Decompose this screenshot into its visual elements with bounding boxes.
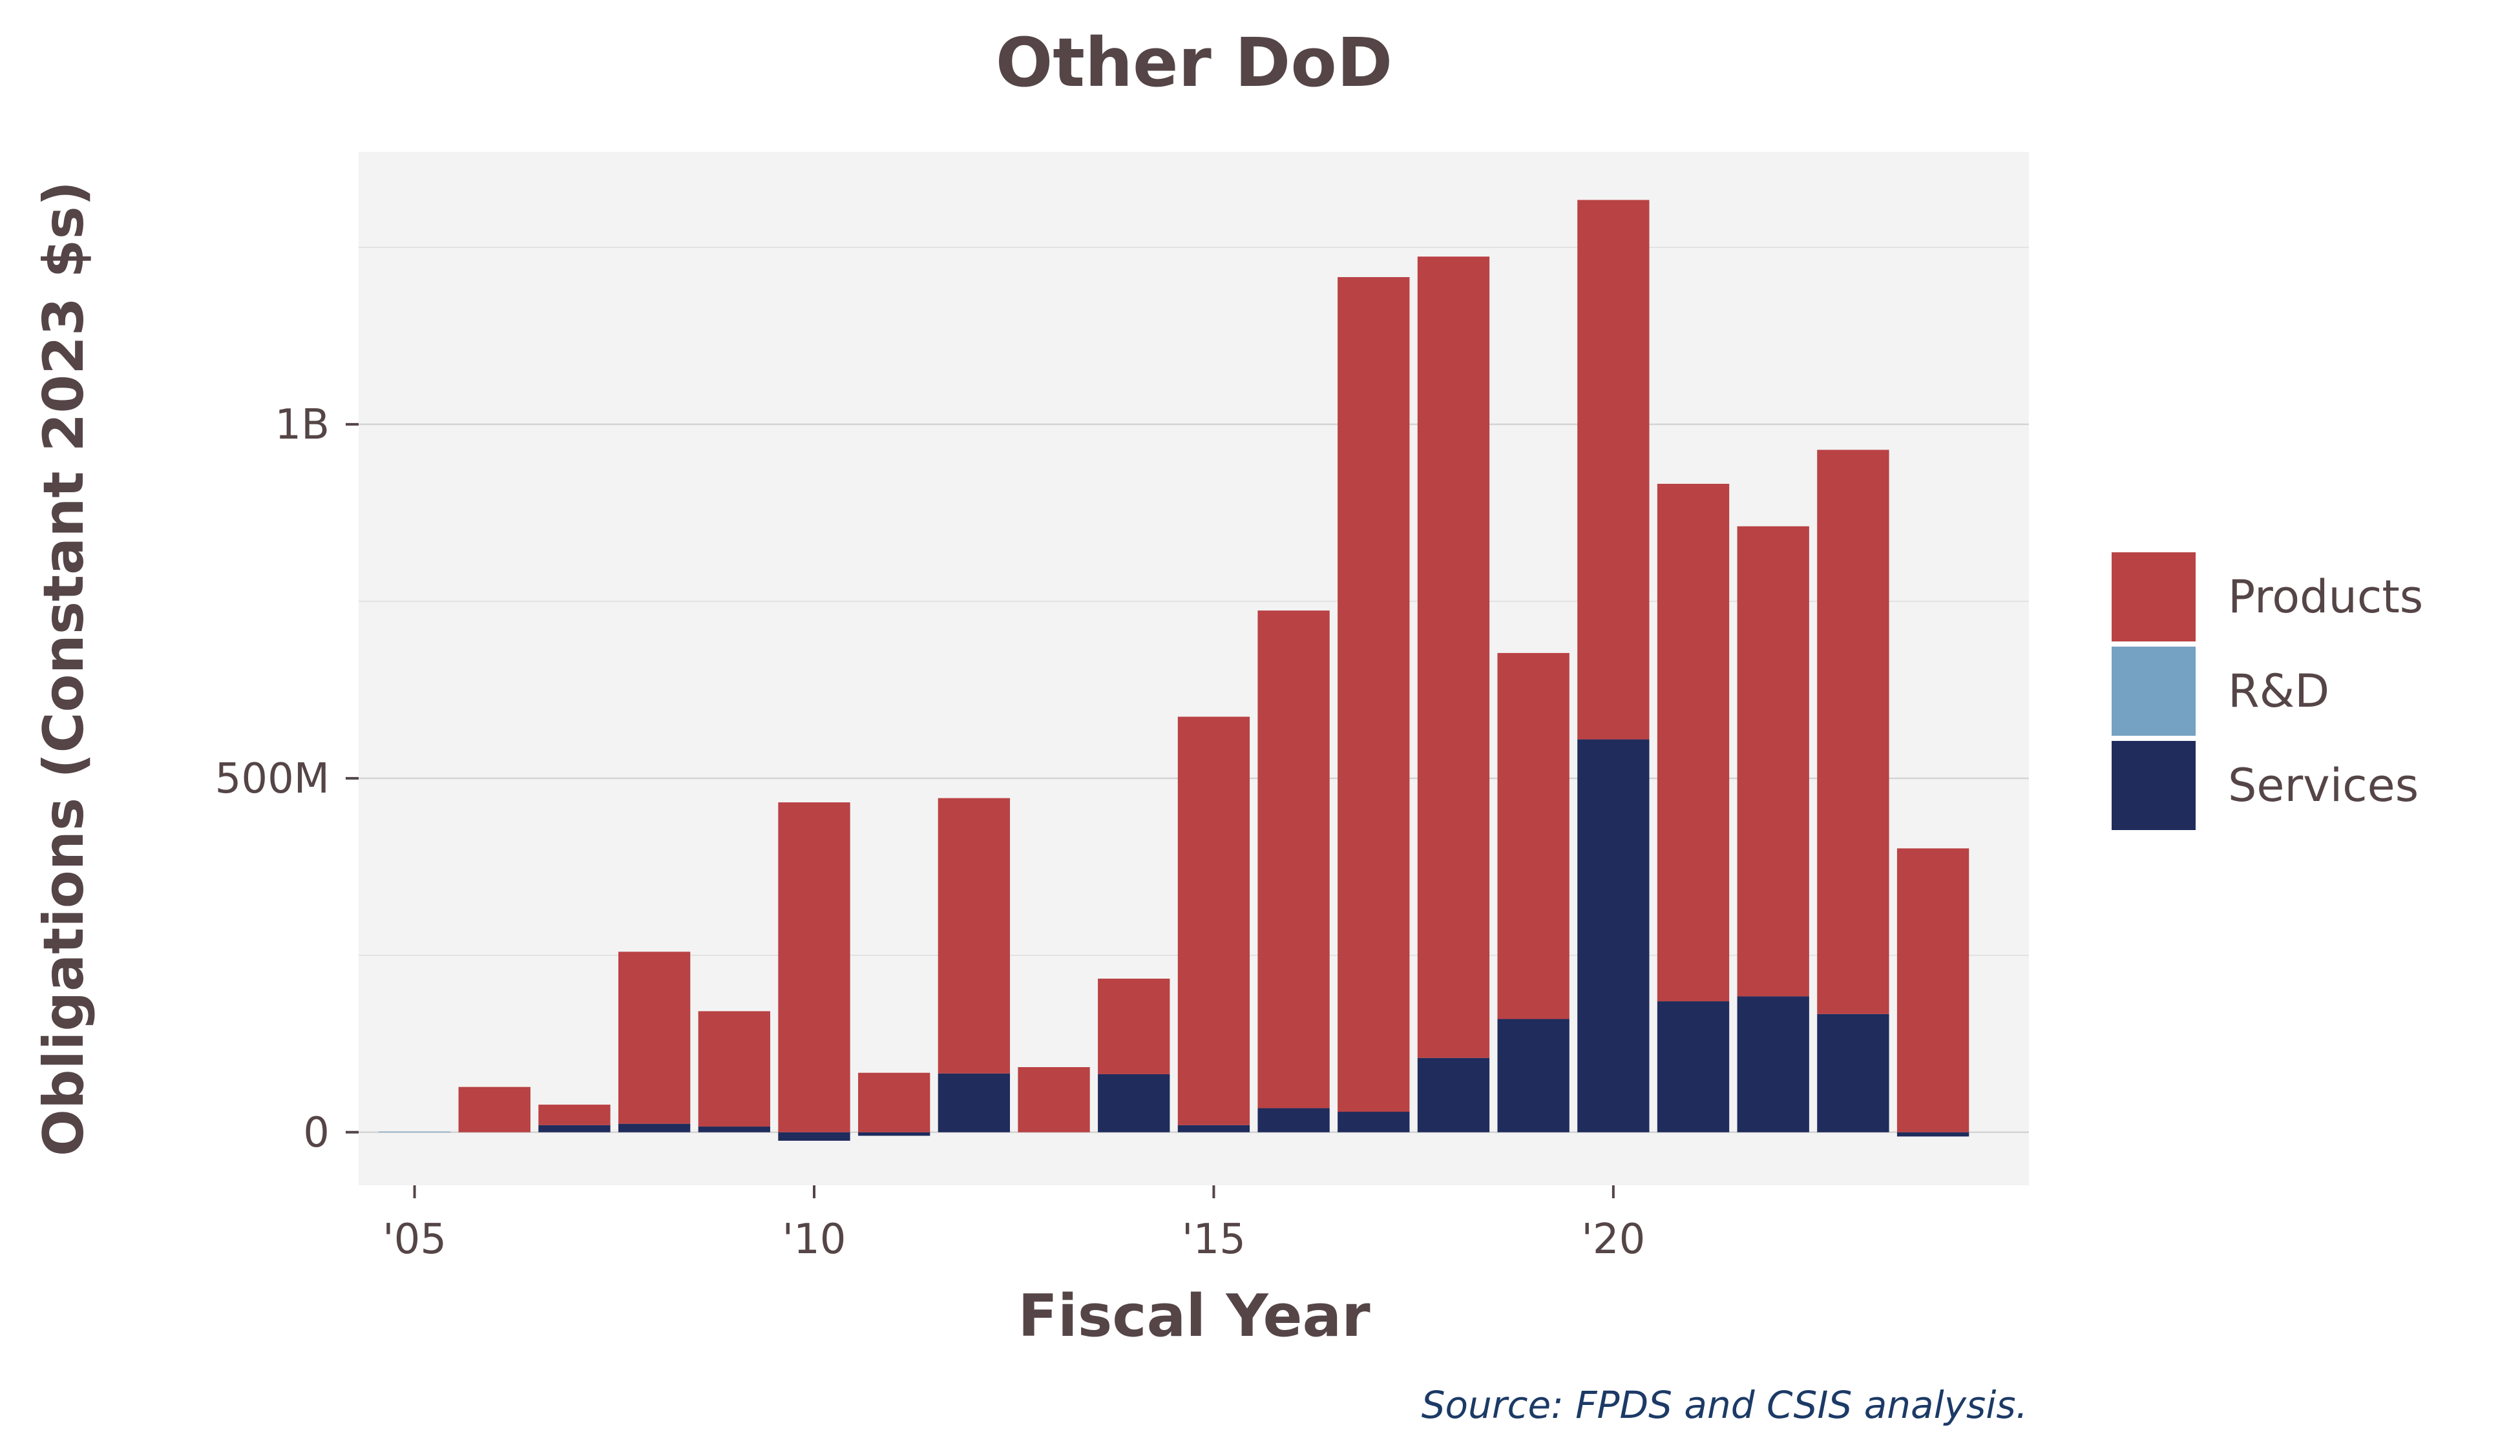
bar-services-2009 [698, 1127, 770, 1132]
bar-products-2018 [1417, 256, 1490, 1058]
bar-products-2009 [698, 1011, 770, 1127]
bar-products-2022 [1737, 526, 1809, 997]
bar-products-2008 [618, 952, 691, 1124]
bar-products-2014 [1098, 979, 1170, 1074]
x-tick-label: '10 [782, 1216, 846, 1264]
legend-label-r-d: R&D [2228, 665, 2329, 718]
source-note: Source: FPDS and CSIS analysis. [1422, 1383, 2028, 1427]
bar-products-2006 [458, 1087, 530, 1132]
x-tick-label: '05 [383, 1216, 446, 1264]
bars [378, 200, 1969, 1141]
bar-services-2019 [1497, 1019, 1570, 1132]
bar-products-2021 [1657, 483, 1730, 1002]
bar-services-2017 [1338, 1112, 1410, 1132]
bar-services-2020 [1577, 739, 1650, 1132]
x-tick-label: '15 [1182, 1216, 1246, 1264]
legend-swatch-r-d [2112, 647, 2196, 736]
x-axis-title: Fiscal Year [1018, 1282, 1370, 1350]
legend-label-services: Services [2228, 759, 2419, 812]
bar-services-2015 [1177, 1125, 1250, 1132]
bar-services-2011 [858, 1132, 930, 1136]
bar-products-2023 [1817, 450, 1889, 1014]
legend-label-products: Products [2228, 570, 2423, 623]
y-tick-label: 500M [215, 755, 330, 803]
y-axis-title: Obligations (Constant 2023 $s) [32, 181, 96, 1156]
bar-products-2017 [1338, 276, 1410, 1112]
bar-services-2021 [1657, 1001, 1730, 1132]
bar-products-2015 [1177, 716, 1250, 1125]
bar-services-2023 [1817, 1014, 1889, 1132]
bar-products-2012 [938, 798, 1011, 1074]
y-tick-label: 1B [275, 401, 330, 449]
bar-products-2011 [858, 1072, 930, 1132]
bar-products-2013 [1018, 1066, 1090, 1132]
bar-services-2016 [1257, 1108, 1330, 1132]
bar-services-2007 [538, 1125, 611, 1132]
bar-services-2008 [618, 1123, 691, 1132]
bar-products-2019 [1497, 652, 1570, 1019]
bar-services-2012 [938, 1073, 1011, 1132]
bar-services-2010 [778, 1132, 850, 1141]
bar-services-2014 [1098, 1074, 1170, 1132]
bar-services-2022 [1737, 996, 1809, 1132]
bar-products-2024 [1896, 848, 1969, 1132]
axes: 0 500M 1B '05 '10 '15 '20 [215, 401, 1646, 1264]
legend: Products R&D Services [2112, 552, 2423, 830]
bar-products-2016 [1257, 610, 1330, 1108]
x-tick-label: '20 [1581, 1216, 1645, 1264]
bar-products-2020 [1577, 200, 1650, 740]
chart-title: Other DoD [996, 23, 1392, 102]
legend-swatch-products [2112, 552, 2196, 641]
y-tick-label: 0 [303, 1109, 330, 1157]
bar-services-2018 [1417, 1057, 1490, 1132]
bar-services-2024 [1896, 1132, 1969, 1137]
bar-products-2010 [778, 802, 850, 1132]
legend-swatch-services [2112, 741, 2196, 830]
bar-products-2007 [538, 1105, 611, 1125]
